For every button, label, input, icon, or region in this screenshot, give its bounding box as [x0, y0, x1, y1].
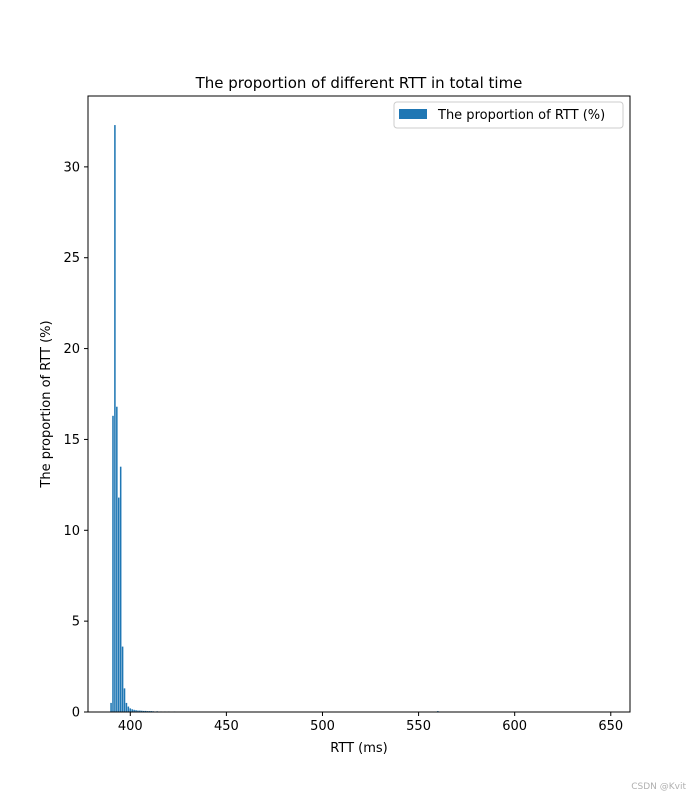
y-tick-label: 20	[63, 342, 80, 357]
legend-frame	[393, 101, 624, 129]
bar	[119, 466, 122, 712]
y-tick-label: 25	[63, 251, 80, 266]
bar	[110, 702, 112, 712]
bar	[123, 688, 126, 712]
bar	[133, 709, 135, 712]
bar	[117, 497, 120, 712]
x-tick-label: 600	[502, 719, 527, 734]
y-tick-label: 5	[72, 615, 80, 630]
x-tick-label: 500	[310, 719, 335, 734]
watermark: CSDN @Kvit	[631, 782, 686, 792]
bar	[139, 710, 141, 712]
bar	[127, 706, 130, 712]
legend-label: The proportion of RTT (%)	[437, 108, 605, 123]
y-tick-label: 15	[63, 433, 80, 448]
bar	[129, 708, 132, 712]
x-axis-ticks: 400 450 500 550 600 650	[118, 712, 623, 734]
bar	[121, 646, 124, 712]
plot-frame	[87, 95, 631, 713]
bar	[137, 710, 139, 712]
chart-title: The proportion of different RTT in total…	[195, 74, 523, 92]
x-tick-label: 550	[406, 719, 431, 734]
bar	[142, 710, 145, 712]
y-tick-label: 0	[72, 706, 80, 721]
bar	[112, 415, 114, 712]
y-axis-label: The proportion of RTT (%)	[39, 320, 54, 488]
bar	[116, 406, 118, 712]
bar	[125, 702, 128, 712]
legend: The proportion of RTT (%)	[393, 101, 624, 129]
bar	[144, 710, 147, 712]
y-tick-label: 10	[63, 524, 80, 539]
bar	[114, 125, 116, 713]
x-tick-label: 450	[214, 719, 239, 734]
bar	[131, 709, 133, 712]
y-tick-label: 30	[63, 160, 80, 175]
bar-series	[110, 125, 439, 713]
legend-swatch	[399, 109, 427, 119]
y-axis-ticks: 0 5 10 15 20 25 30	[63, 160, 88, 721]
bar	[141, 710, 143, 712]
x-tick-label: 650	[598, 719, 623, 734]
x-axis-label: RTT (ms)	[330, 741, 387, 756]
bar	[135, 710, 137, 712]
x-tick-label: 400	[118, 719, 143, 734]
